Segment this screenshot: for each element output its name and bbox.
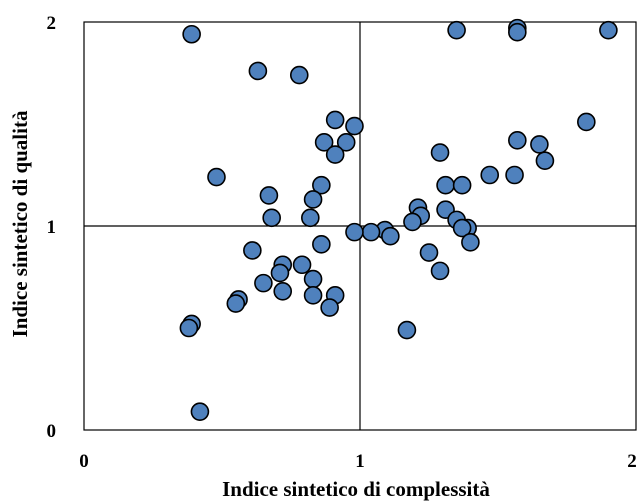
x-tick-labels: 0 1 2 bbox=[79, 451, 637, 472]
data-point bbox=[397, 320, 417, 340]
data-point bbox=[430, 143, 450, 162]
data-point bbox=[248, 61, 268, 81]
data-point bbox=[301, 208, 320, 228]
data-point bbox=[461, 233, 480, 252]
data-point bbox=[312, 175, 331, 195]
data-point bbox=[182, 24, 201, 44]
data-point bbox=[312, 235, 331, 254]
data-point bbox=[508, 131, 527, 150]
data-point bbox=[480, 165, 500, 185]
data-point bbox=[325, 145, 345, 164]
data-point bbox=[273, 281, 293, 301]
data-point bbox=[452, 175, 472, 195]
data-point bbox=[447, 20, 466, 40]
data-point bbox=[577, 112, 596, 132]
data-point bbox=[303, 269, 323, 289]
data-point bbox=[345, 116, 364, 136]
data-point bbox=[535, 151, 555, 171]
data-point bbox=[320, 298, 339, 317]
data-point bbox=[292, 255, 312, 275]
data-point bbox=[190, 402, 210, 421]
x-axis-title: Indice sintetico di complessità bbox=[222, 477, 490, 501]
y-tick-label: 1 bbox=[47, 217, 57, 238]
data-point bbox=[345, 222, 364, 242]
data-points bbox=[179, 18, 618, 421]
y-tick-label: 0 bbox=[47, 421, 57, 442]
data-point bbox=[303, 190, 323, 209]
data-point bbox=[303, 286, 323, 305]
data-point bbox=[270, 263, 290, 283]
x-tick-label: 0 bbox=[79, 451, 89, 472]
y-tick-label: 2 bbox=[47, 13, 57, 34]
data-point bbox=[336, 133, 356, 152]
y-tick-labels: 0 1 2 bbox=[47, 13, 57, 442]
data-point bbox=[419, 243, 439, 262]
data-point bbox=[403, 212, 422, 232]
x-tick-label: 2 bbox=[627, 451, 637, 472]
data-point bbox=[361, 222, 381, 242]
data-point bbox=[243, 241, 262, 260]
data-point bbox=[179, 318, 199, 338]
data-point bbox=[262, 208, 281, 228]
data-point bbox=[325, 110, 345, 130]
data-point bbox=[530, 135, 549, 154]
data-point bbox=[254, 273, 273, 293]
x-tick-label: 1 bbox=[355, 451, 365, 472]
data-point bbox=[436, 175, 455, 195]
data-point bbox=[452, 218, 472, 238]
data-point bbox=[289, 65, 309, 85]
data-point bbox=[259, 186, 279, 205]
data-point bbox=[381, 226, 400, 246]
y-axis-title: Indice sintetico di qualità bbox=[8, 110, 32, 337]
data-point bbox=[226, 294, 246, 313]
data-point bbox=[314, 133, 334, 152]
data-point bbox=[508, 22, 527, 42]
data-point bbox=[430, 261, 450, 281]
data-point bbox=[505, 165, 524, 185]
data-point bbox=[599, 20, 618, 40]
data-point bbox=[207, 167, 226, 187]
